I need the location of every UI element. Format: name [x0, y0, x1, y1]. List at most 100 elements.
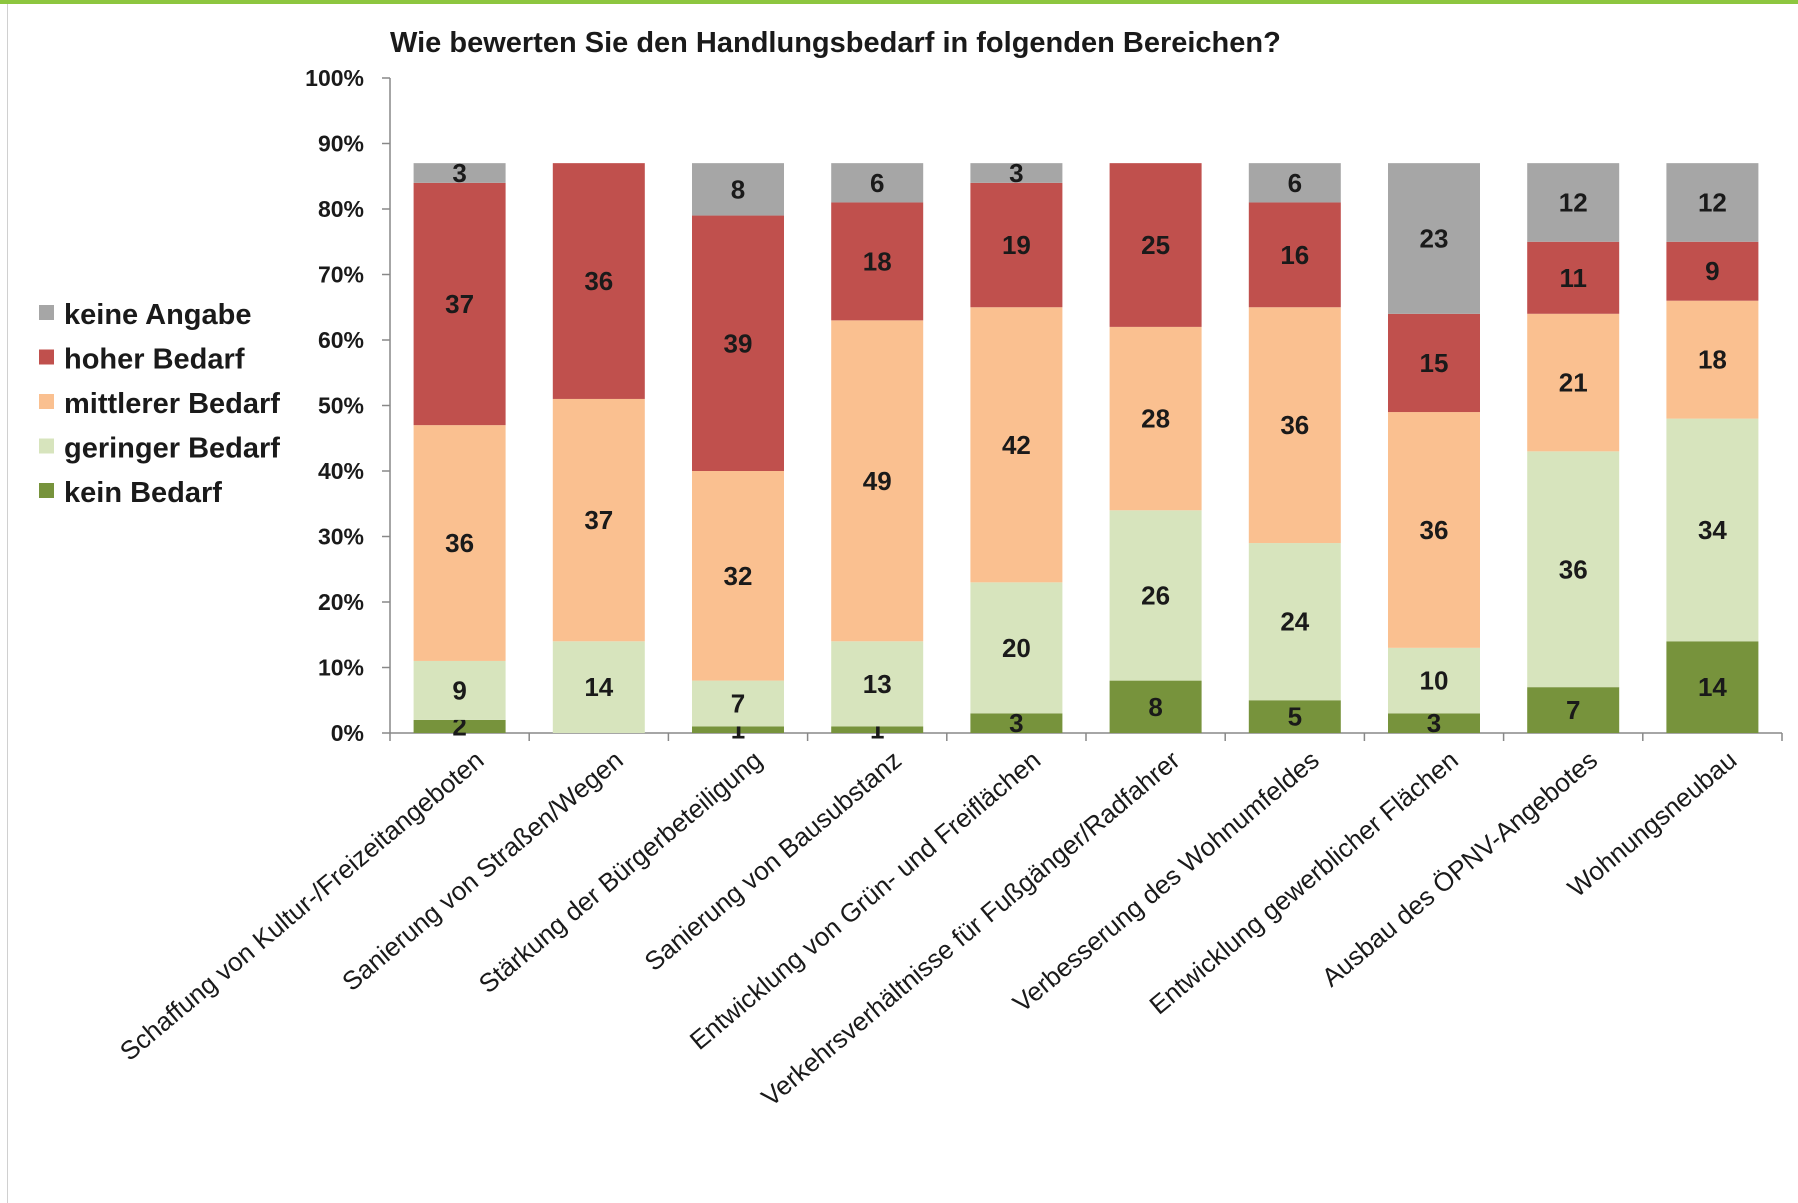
data-label: 13 [863, 669, 892, 699]
legend-label: hoher Bedarf [64, 344, 245, 376]
legend-item-hoher-bedarf: hoher Bedarf [39, 344, 245, 376]
legend-swatch [39, 349, 54, 365]
category-label: Sanierung von Bausubstanz [639, 745, 907, 977]
bar-segment-geringer-bedarf [552, 641, 645, 733]
bar-segment-keine-angabe [970, 163, 1063, 183]
legend-item-keine-angabe: keine Angabe [39, 299, 251, 331]
bar-segment-mittlerer-bedarf [831, 320, 924, 642]
y-tick-label: 100% [305, 65, 364, 91]
legend-item-mittlerer-bedarf: mittlerer Bedarf [39, 388, 280, 420]
legend-label: geringer Bedarf [64, 433, 280, 465]
data-label: 28 [1141, 404, 1170, 434]
bar-segment-hoher-bedarf [1666, 241, 1759, 301]
bar-segment-geringer-bedarf [1527, 451, 1620, 688]
data-label: 11 [1559, 263, 1587, 293]
data-label: 16 [1280, 240, 1309, 270]
bar-segment-mittlerer-bedarf [1666, 300, 1759, 419]
bar-segment-keine-angabe [1527, 163, 1620, 242]
legend-swatch [39, 483, 54, 498]
left-border-line [7, 4, 8, 1203]
bar-segment-hoher-bedarf [831, 202, 924, 321]
data-label: 12 [1559, 187, 1588, 217]
data-label: 36 [584, 266, 613, 296]
bar-segment-mittlerer-bedarf [692, 471, 784, 681]
bar-segment-hoher-bedarf [413, 182, 506, 426]
data-label: 8 [731, 174, 745, 204]
chart-title: Wie bewerten Sie den Handlungsbedarf in … [390, 27, 1281, 59]
bar-segment-kein-bedarf [831, 726, 924, 733]
y-tick-label: 40% [318, 458, 364, 484]
bar-segment-hoher-bedarf [1109, 163, 1202, 327]
data-label: 39 [724, 328, 753, 358]
bar-segment-hoher-bedarf [970, 182, 1063, 308]
x-axis [389, 732, 1783, 741]
bar-segment-mittlerer-bedarf [552, 398, 645, 642]
data-label: 37 [584, 505, 613, 535]
bar-segment-geringer-bedarf [1109, 510, 1202, 681]
legend-label: mittlerer Bedarf [64, 388, 280, 420]
bar-stack-entwicklung-gewerblicher-flächen: 3 10 36 15 23 [1388, 163, 1480, 738]
legend: keine Angabe hoher Bedarf mittlerer Bedarf… [39, 299, 280, 509]
data-label: 15 [1420, 348, 1449, 378]
data-label: 36 [1559, 554, 1588, 584]
bar-segment-keine-angabe [1388, 163, 1480, 314]
data-label: 6 [1288, 168, 1302, 198]
data-label: 14 [584, 672, 613, 702]
data-label: 3 [1009, 158, 1023, 188]
legend-swatch [39, 394, 54, 409]
data-label: 9 [1705, 256, 1719, 286]
data-label: 25 [1141, 230, 1170, 260]
y-tick-label: 30% [318, 524, 364, 550]
top-accent-line [0, 0, 1798, 4]
data-label: 19 [1002, 230, 1031, 260]
bar-segment-geringer-bedarf [1388, 647, 1480, 714]
legend-label: kein Bedarf [64, 477, 222, 509]
data-label: 6 [870, 168, 884, 198]
data-label: 14 [1698, 672, 1727, 702]
bar-segment-kein-bedarf [970, 713, 1063, 733]
bar-stack-sanierung-von-straßen-wegen: 14 37 36 [552, 163, 645, 733]
bar-segment-geringer-bedarf [692, 680, 784, 727]
bar-segment-kein-bedarf [1248, 700, 1341, 733]
y-tick-label: 10% [318, 655, 364, 681]
bar-segment-hoher-bedarf [1527, 241, 1620, 314]
bar-segment-geringer-bedarf [413, 660, 506, 720]
data-label: 18 [1698, 345, 1727, 375]
data-label: 36 [445, 528, 474, 558]
bar-segment-mittlerer-bedarf [1527, 313, 1620, 452]
data-label: 42 [1002, 430, 1031, 460]
data-label: 34 [1698, 515, 1727, 545]
bar-segment-mittlerer-bedarf [1248, 307, 1341, 544]
data-label: 20 [1002, 633, 1031, 663]
category-label: Entwicklung gewerblicher Flächen [1143, 745, 1463, 1021]
bar-stack-wohnungsneubau: 14 34 18 9 12 [1666, 163, 1759, 733]
data-label: 3 [452, 158, 466, 188]
bar-segment-kein-bedarf [413, 719, 506, 733]
legend-item-geringer-bedarf: geringer Bedarf [39, 433, 280, 465]
bar-segment-hoher-bedarf [1388, 313, 1480, 413]
category-labels: Schaffung von Kultur-/FreizeitangebotenS… [114, 744, 1742, 1112]
data-label: 8 [1148, 692, 1162, 722]
bar-segment-keine-angabe [692, 163, 784, 216]
category-label: Sanierung von Straßen/Wegen [336, 745, 628, 997]
bar-segment-hoher-bedarf [692, 215, 784, 471]
bar-segment-mittlerer-bedarf [1388, 412, 1480, 648]
y-tick-label: 60% [318, 327, 364, 353]
bars: 2936373143736173239811349186320421938262… [413, 158, 1759, 745]
y-tick-label: 80% [318, 196, 364, 222]
data-label: 18 [863, 246, 892, 276]
bar-stack-verbesserung-des-wohnumfeldes: 5 24 36 16 6 [1248, 163, 1341, 733]
y-tick-label: 90% [318, 131, 364, 157]
category-label: Stärkung der Bürgerbeteiligung [473, 745, 768, 999]
y-tick-label: 0% [331, 720, 364, 746]
y-axis: 0% 10% 20% 30% 40% 50% 60% 70% 80% 90% 100% [305, 65, 391, 746]
data-label: 12 [1698, 187, 1727, 217]
bar-segment-kein-bedarf [1527, 687, 1620, 733]
legend-swatch [39, 305, 54, 320]
bar-segment-keine-angabe [1248, 163, 1341, 203]
data-label: 10 [1420, 666, 1449, 696]
